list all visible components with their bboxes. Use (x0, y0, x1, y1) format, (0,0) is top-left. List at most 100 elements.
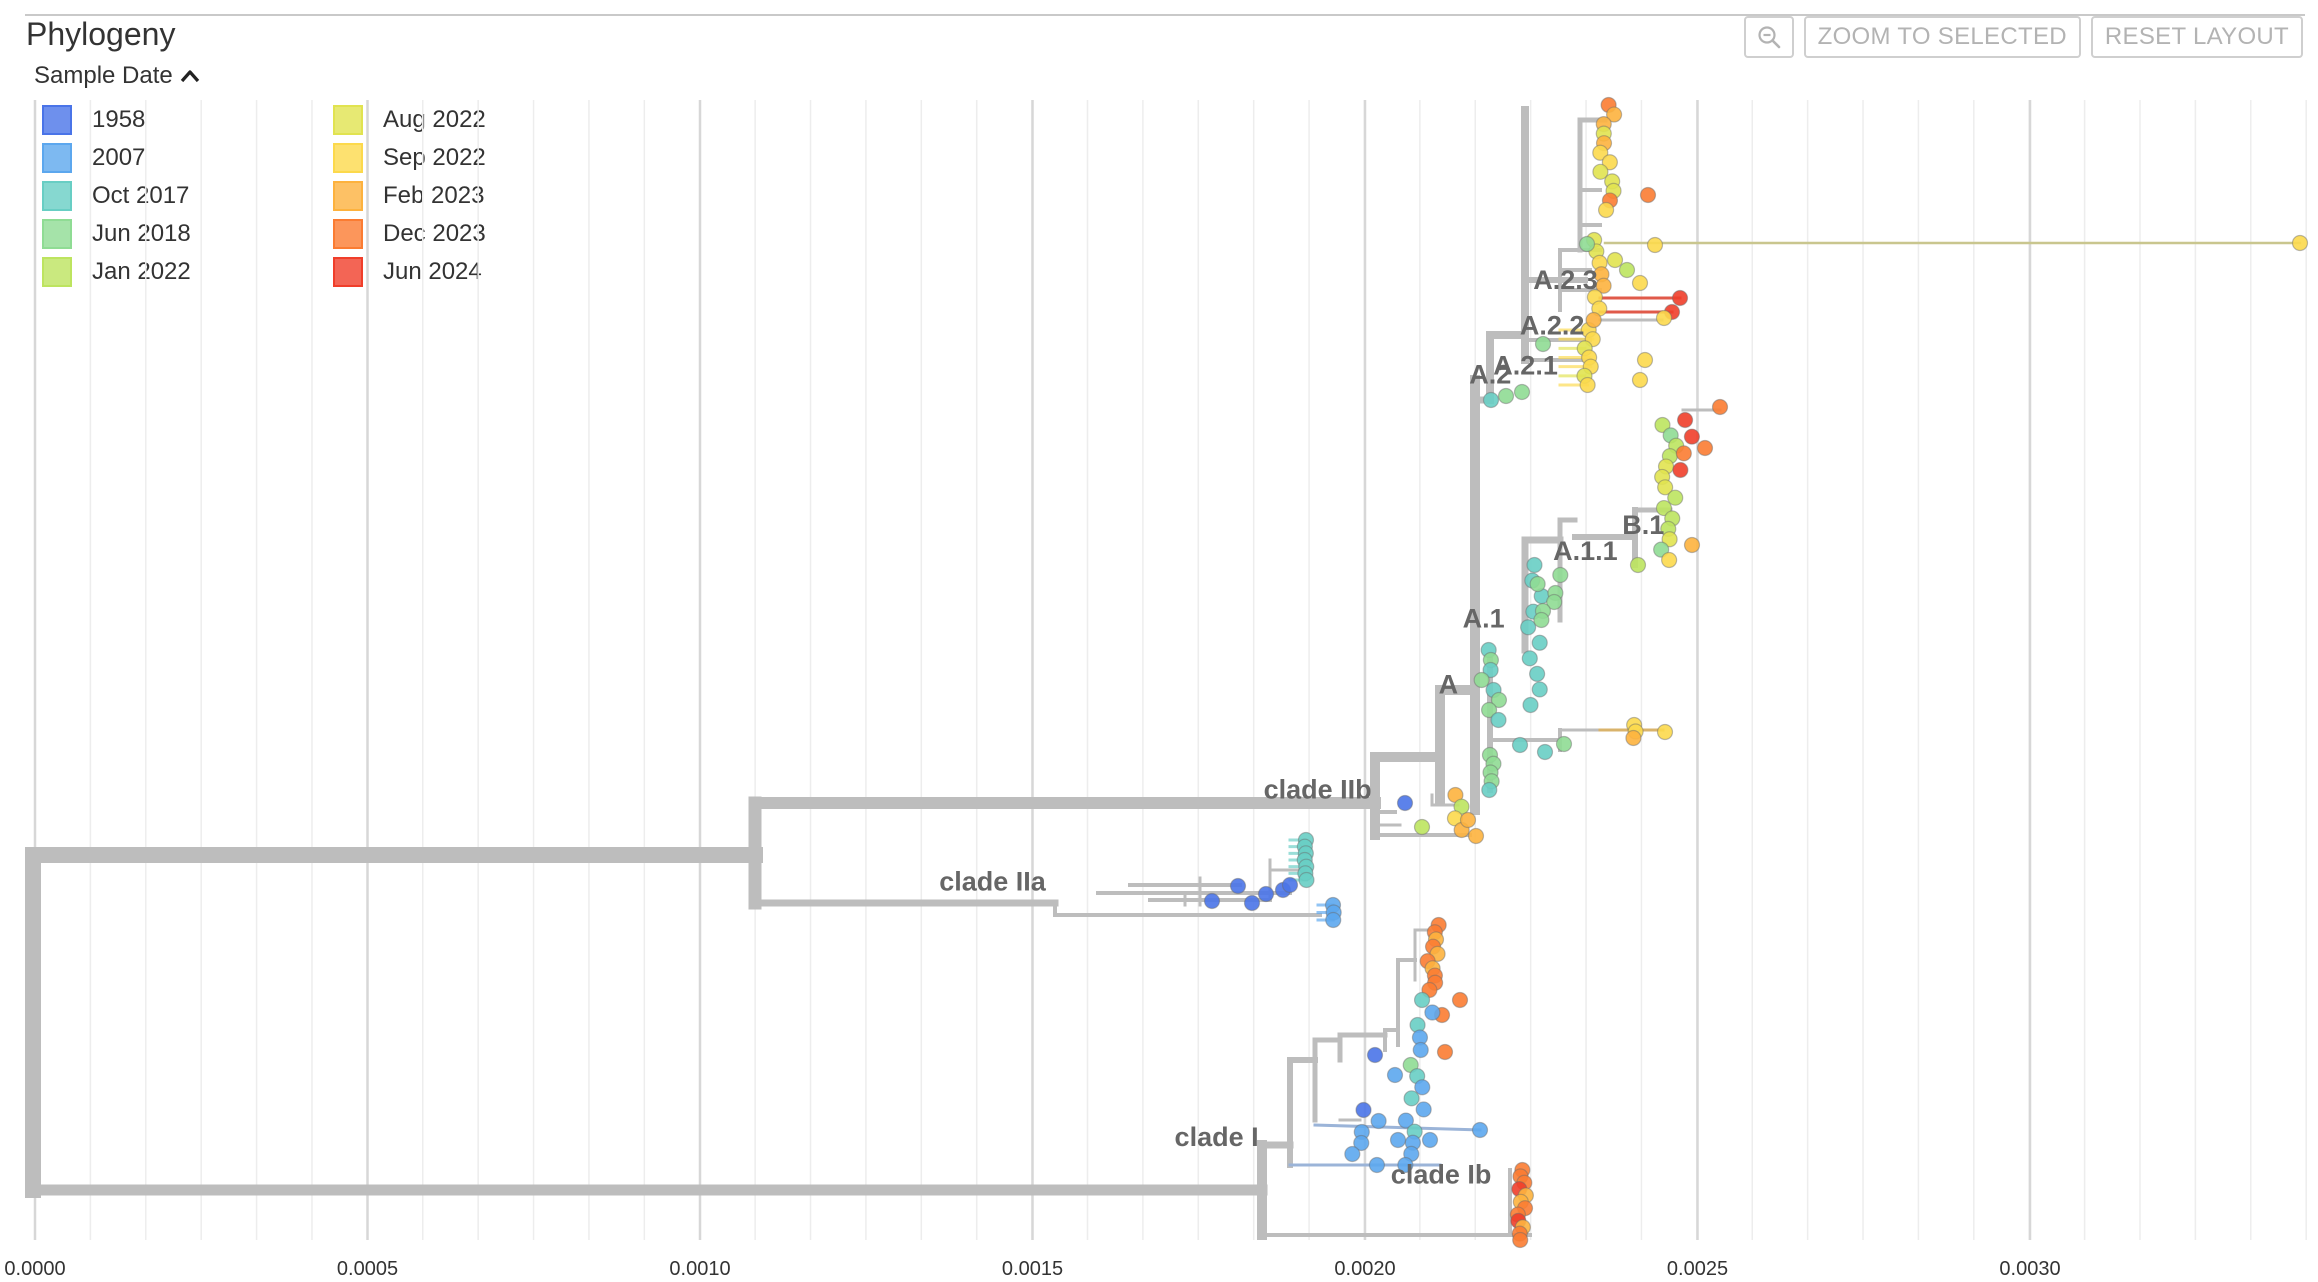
tip[interactable] (1585, 311, 1602, 329)
tip[interactable] (1412, 1041, 1429, 1059)
tip[interactable] (1520, 619, 1537, 636)
tip[interactable] (1683, 428, 1701, 445)
tip[interactable] (1654, 416, 1671, 434)
tip[interactable] (1606, 106, 1623, 123)
tip[interactable] (1396, 794, 1414, 812)
tip[interactable] (1243, 894, 1261, 912)
legend-item[interactable]: Jun 2024 (333, 255, 482, 289)
tip[interactable] (1453, 798, 1470, 815)
tip[interactable] (2291, 234, 2309, 252)
tip[interactable] (1578, 235, 1596, 253)
legend-item[interactable]: Dec 2023 (333, 217, 486, 251)
tip[interactable] (1653, 541, 1670, 558)
tip[interactable] (1490, 691, 1508, 709)
tip[interactable] (1676, 411, 1694, 429)
tip[interactable] (1711, 398, 1729, 416)
tip[interactable] (1467, 827, 1485, 845)
tree-tips[interactable] (1203, 96, 2309, 1249)
legend-item[interactable]: Feb 2023 (333, 179, 484, 213)
tip[interactable] (1531, 681, 1548, 698)
tip[interactable] (1459, 811, 1477, 829)
tip[interactable] (1639, 186, 1657, 204)
tip[interactable] (1661, 531, 1678, 548)
tip[interactable] (1366, 1046, 1384, 1064)
tip[interactable] (1482, 391, 1500, 409)
legend-item[interactable]: Oct 2017 (42, 179, 189, 213)
tip[interactable] (1386, 1066, 1404, 1084)
tip[interactable] (1555, 735, 1573, 753)
tip[interactable] (1451, 991, 1469, 1009)
legend-item[interactable]: Aug 2022 (333, 103, 486, 137)
tip[interactable] (1625, 729, 1642, 747)
legend-item[interactable]: 1958 (42, 103, 145, 137)
tip[interactable] (1512, 1231, 1529, 1249)
tip[interactable] (1421, 1131, 1439, 1149)
tip[interactable] (1490, 711, 1507, 729)
tree-branches[interactable] (25, 106, 2302, 1240)
tip[interactable] (1657, 479, 1674, 496)
tip[interactable] (1618, 261, 1636, 279)
tip[interactable] (1257, 885, 1275, 903)
legend-title-toggle[interactable]: Sample Date (34, 62, 201, 90)
tip[interactable] (1355, 1101, 1372, 1119)
tip[interactable] (1546, 593, 1563, 611)
tip[interactable] (1413, 991, 1431, 1009)
tip[interactable] (1671, 289, 1689, 307)
tip[interactable] (1675, 445, 1692, 462)
tip[interactable] (1683, 536, 1701, 554)
legend-item[interactable]: Jun 2018 (42, 217, 191, 251)
tip[interactable] (1522, 696, 1539, 714)
tip[interactable] (1655, 499, 1673, 517)
tip[interactable] (1389, 1131, 1407, 1149)
tip[interactable] (1424, 1004, 1441, 1021)
tip[interactable] (1415, 1101, 1432, 1118)
tip[interactable] (1353, 1134, 1370, 1152)
tip[interactable] (1325, 911, 1342, 929)
tip[interactable] (1656, 723, 1674, 741)
tip[interactable] (1397, 1112, 1414, 1129)
tip[interactable] (1414, 1079, 1431, 1096)
tip[interactable] (1667, 489, 1684, 506)
zoom-out-button[interactable] (1743, 16, 1794, 58)
tip[interactable] (1521, 650, 1538, 667)
tip[interactable] (1403, 1090, 1420, 1107)
tip[interactable] (1482, 661, 1499, 679)
tip[interactable] (1529, 665, 1546, 682)
zoom-to-selected-button[interactable]: ZOOM TO SELECTED (1803, 16, 2081, 58)
tip[interactable] (1579, 376, 1596, 394)
tip[interactable] (1531, 634, 1548, 651)
tip[interactable] (1473, 671, 1490, 689)
tip[interactable] (1592, 163, 1609, 180)
tip[interactable] (1631, 371, 1649, 389)
tip[interactable] (1529, 575, 1546, 593)
tip[interactable] (1597, 201, 1615, 219)
legend-item[interactable]: Sep 2022 (333, 141, 486, 175)
tip[interactable] (1497, 387, 1515, 405)
tip[interactable] (1672, 461, 1689, 479)
tip[interactable] (1601, 154, 1618, 171)
tip[interactable] (1481, 781, 1498, 799)
tip[interactable] (1552, 566, 1569, 584)
tip[interactable] (1513, 383, 1531, 401)
tip[interactable] (1413, 818, 1431, 836)
tip[interactable] (1534, 335, 1552, 353)
tip[interactable] (1606, 251, 1624, 269)
legend-item[interactable]: 2007 (42, 141, 145, 175)
tip[interactable] (1696, 439, 1714, 457)
tip[interactable] (1344, 1145, 1361, 1163)
tip[interactable] (1536, 743, 1554, 761)
tip[interactable] (1526, 556, 1543, 574)
tip[interactable] (1655, 309, 1673, 327)
tip[interactable] (1661, 551, 1678, 569)
tip[interactable] (1480, 701, 1498, 719)
tip[interactable] (1368, 1156, 1386, 1174)
tip[interactable] (1646, 236, 1664, 254)
tip[interactable] (1298, 871, 1315, 889)
tip[interactable] (1471, 1121, 1489, 1139)
tip[interactable] (1533, 611, 1550, 629)
tip[interactable] (1436, 1043, 1454, 1061)
tip[interactable] (1229, 877, 1247, 895)
tip[interactable] (1397, 1156, 1414, 1174)
tip[interactable] (1281, 876, 1299, 894)
